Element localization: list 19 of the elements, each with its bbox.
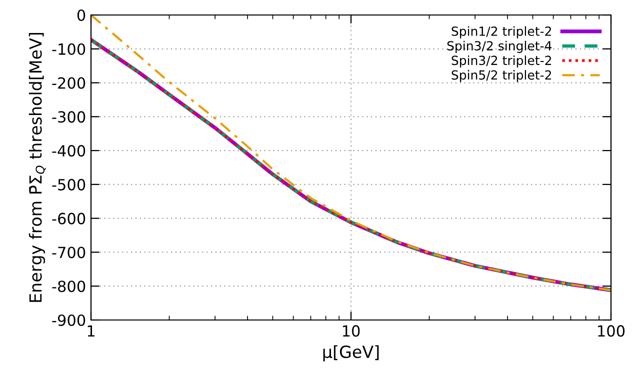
y-tick-label: -200 bbox=[52, 77, 86, 89]
legend-label: Spin3/2 singlet-4 bbox=[447, 40, 552, 53]
y-axis-title: Energy from P̄Σ$_{Q}$ threshold[MeV] bbox=[28, 32, 46, 302]
y-tick-label: -600 bbox=[52, 212, 86, 224]
x-axis-title: μ[GeV] bbox=[323, 345, 379, 362]
legend-label: Spin1/2 triplet-2 bbox=[452, 26, 551, 38]
y-tick-label: -700 bbox=[52, 246, 86, 258]
y-tick-label: -400 bbox=[52, 145, 86, 157]
y-tick-label: -900 bbox=[52, 314, 86, 326]
x-tick-label: 10 bbox=[342, 325, 360, 337]
y-tick-label: -500 bbox=[52, 178, 86, 190]
x-tick-label: 1 bbox=[88, 325, 94, 336]
y-tick-label: -800 bbox=[52, 280, 86, 292]
legend-label: Spin5/2 triplet-2 bbox=[452, 70, 551, 82]
legend-label: Spin3/2 triplet-2 bbox=[452, 55, 551, 68]
y-tick-label: -100 bbox=[52, 43, 86, 55]
x-tick-label: 100 bbox=[598, 325, 625, 337]
y-tick-label: 0 bbox=[77, 9, 86, 22]
y-tick-label: -300 bbox=[52, 111, 86, 123]
